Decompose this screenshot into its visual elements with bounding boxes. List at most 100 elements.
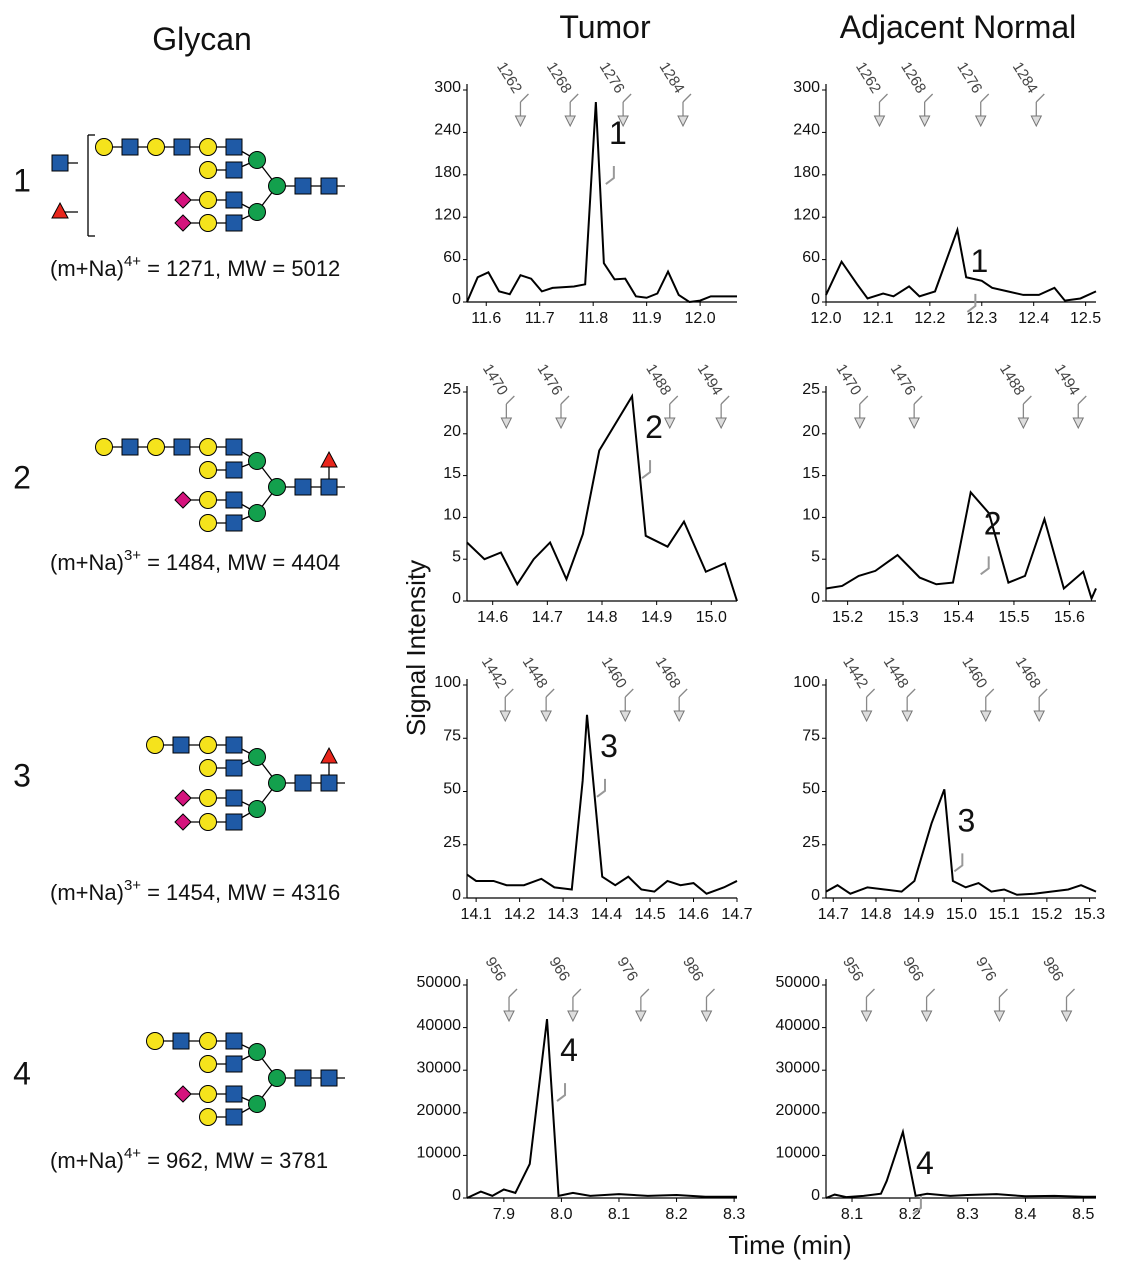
glcnac bbox=[225, 1032, 243, 1050]
peak-pointer bbox=[912, 1195, 922, 1215]
x-tick-label: 11.7 bbox=[525, 310, 555, 327]
glycan-formula: (m+Na)3+ = 1454, MW = 4316 bbox=[50, 877, 340, 905]
y-tick-label: 25 bbox=[443, 834, 461, 851]
mannose bbox=[248, 452, 266, 470]
column-header: Glycan bbox=[152, 21, 252, 57]
peak-pointer bbox=[980, 556, 990, 576]
x-tick-label: 8.0 bbox=[550, 1206, 572, 1223]
scan-label: 1262 bbox=[852, 59, 884, 96]
y-tick-label: 100 bbox=[793, 674, 820, 691]
scan-marker-tail bbox=[640, 988, 650, 998]
peak-pointer bbox=[966, 293, 977, 313]
scan-marker-tail bbox=[980, 93, 990, 103]
glcnac bbox=[225, 759, 243, 777]
scan-arrowhead bbox=[540, 710, 552, 723]
x-tick-label: 14.6 bbox=[477, 609, 508, 626]
x-tick-label: 8.2 bbox=[899, 1206, 921, 1223]
scan-marker-tail bbox=[508, 988, 518, 998]
scan-arrowhead bbox=[514, 115, 527, 128]
y-tick-label: 40000 bbox=[776, 1017, 821, 1034]
x-tick-label: 14.2 bbox=[504, 906, 535, 923]
peak-label: 1 bbox=[970, 243, 988, 279]
galactose bbox=[199, 161, 217, 179]
scan-arrowhead bbox=[663, 417, 676, 430]
scan-label: 1448 bbox=[519, 654, 551, 691]
fucose bbox=[320, 746, 338, 764]
y-tick-label: 5 bbox=[452, 548, 461, 565]
y-tick-label: 20 bbox=[443, 423, 461, 440]
glcnac bbox=[172, 1032, 190, 1050]
scan-arrowhead bbox=[854, 417, 866, 430]
glycan-number: 2 bbox=[13, 459, 31, 495]
y-tick-label: 40000 bbox=[417, 1017, 462, 1034]
scan-marker-tail bbox=[998, 988, 1008, 998]
glcnac bbox=[51, 154, 69, 172]
y-tick-label: 50000 bbox=[776, 974, 821, 991]
glcnac bbox=[121, 438, 139, 456]
scan-arrowhead bbox=[555, 417, 567, 430]
peak-label: 2 bbox=[645, 409, 663, 445]
glcnac bbox=[225, 214, 243, 232]
mannose bbox=[268, 478, 286, 496]
scan-arrowhead bbox=[974, 115, 987, 128]
y-tick-label: 75 bbox=[802, 727, 820, 744]
glcnac bbox=[320, 1069, 338, 1087]
x-tick-label: 8.1 bbox=[608, 1206, 630, 1223]
scan-marker-tail bbox=[624, 688, 634, 698]
x-tick-label: 14.7 bbox=[532, 609, 563, 626]
x-tick-label: 12.0 bbox=[810, 310, 841, 327]
glcnac bbox=[225, 191, 243, 209]
glycan-structures bbox=[51, 134, 345, 1126]
formula-details: = 962, MW = 3781 bbox=[147, 1148, 328, 1173]
y-tick-label: 20 bbox=[802, 423, 820, 440]
scan-label: 1488 bbox=[642, 361, 674, 398]
scan-arrowhead bbox=[1072, 417, 1085, 430]
galactose bbox=[199, 438, 217, 456]
x-tick-label: 8.2 bbox=[665, 1206, 687, 1223]
chart-panel: 0 25 50 75 100 14.7 14.8 14.9 15.0 15.1 15.2 15.3 14… bbox=[793, 654, 1105, 923]
scan-label: 1268 bbox=[897, 59, 929, 96]
signal-line bbox=[825, 226, 1097, 302]
scan-marker-tail bbox=[1066, 988, 1075, 998]
y-tick-label: 10000 bbox=[417, 1145, 462, 1162]
scan-label: 1488 bbox=[996, 361, 1028, 398]
y-tick-label: 20000 bbox=[776, 1102, 821, 1119]
glcnac bbox=[225, 514, 243, 532]
scan-arrowhead bbox=[500, 417, 513, 430]
scan-arrowhead bbox=[979, 710, 992, 723]
column-header: Adjacent Normal bbox=[840, 9, 1077, 45]
galactose bbox=[199, 514, 217, 532]
galactose bbox=[199, 491, 217, 509]
x-tick-label: 12.1 bbox=[862, 310, 893, 327]
scan-label: 1470 bbox=[479, 361, 511, 398]
x-tick-label: 15.5 bbox=[998, 609, 1029, 626]
y-tick-label: 5 bbox=[811, 548, 820, 565]
scan-marker-tail bbox=[985, 688, 995, 698]
y-tick-label: 25 bbox=[802, 381, 820, 398]
peak-label: 1 bbox=[609, 115, 627, 151]
chart-panel: 0 60 120 180 240 300 11.6 11.7 11.8 11.9 12.0 1262 1… bbox=[434, 59, 737, 327]
formula-details: = 1484, MW = 4404 bbox=[147, 550, 340, 575]
formula-details: = 1271, MW = 5012 bbox=[147, 256, 340, 281]
x-tick-label: 14.9 bbox=[903, 906, 934, 923]
scan-marker-tail bbox=[706, 988, 715, 998]
y-tick-label: 300 bbox=[793, 79, 820, 96]
y-tick-label: 15 bbox=[802, 465, 820, 482]
signal-line bbox=[466, 1018, 737, 1199]
y-tick-label: 0 bbox=[452, 1187, 461, 1204]
x-tick-label: 14.9 bbox=[641, 609, 672, 626]
glcnac bbox=[225, 461, 243, 479]
x-tick-label: 14.7 bbox=[818, 906, 849, 923]
x-tick-label: 15.1 bbox=[989, 906, 1020, 923]
scan-arrowhead bbox=[715, 417, 727, 430]
scan-marker-tail bbox=[505, 395, 515, 405]
y-tick-label: 120 bbox=[793, 206, 820, 223]
galactose bbox=[199, 813, 217, 831]
peak-label: 3 bbox=[600, 728, 618, 764]
glcnac bbox=[225, 813, 243, 831]
scan-arrowhead bbox=[860, 1010, 873, 1023]
scan-label: 976 bbox=[972, 954, 1000, 984]
scan-arrowhead bbox=[564, 115, 576, 128]
scan-label: 1468 bbox=[1012, 654, 1044, 691]
